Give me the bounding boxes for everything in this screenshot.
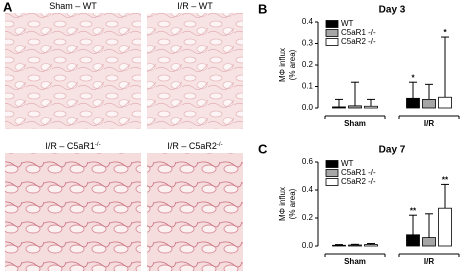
micrograph bbox=[147, 153, 243, 271]
legend-label: C5aR1 -/- bbox=[341, 28, 376, 37]
title-text: I/R – C5aR1 bbox=[45, 141, 95, 151]
y-tick-label: 0.1 bbox=[302, 82, 314, 91]
significance: ** bbox=[410, 206, 417, 215]
bar bbox=[422, 99, 436, 109]
panel-label: C bbox=[258, 141, 268, 156]
panel-label: B bbox=[258, 1, 267, 16]
x-tick-label: Sham bbox=[344, 119, 366, 128]
y-axis-label: MΦ influx bbox=[278, 187, 287, 221]
bar bbox=[422, 237, 436, 247]
legend-swatch bbox=[325, 178, 339, 186]
micrograph bbox=[5, 153, 141, 271]
image-title: I/R – WT bbox=[177, 1, 213, 11]
legend-label: WT bbox=[341, 19, 354, 28]
x-tick-label: Sham bbox=[344, 257, 366, 266]
bar bbox=[406, 97, 420, 109]
significance: * bbox=[443, 28, 447, 37]
significance: ** bbox=[442, 176, 449, 185]
superscript: -/- bbox=[95, 142, 101, 148]
legend-swatch bbox=[325, 29, 339, 37]
image-title: I/R – C5aR2-/- bbox=[167, 141, 222, 151]
micrograph bbox=[5, 13, 141, 129]
y-axis-label: MΦ influx bbox=[278, 48, 287, 82]
significance: * bbox=[411, 73, 415, 82]
superscript: -/- bbox=[217, 142, 223, 148]
panel-label: A bbox=[3, 0, 13, 14]
legend-swatch bbox=[325, 169, 339, 177]
y-tick-label: 0.0 bbox=[302, 241, 314, 250]
legend-swatch bbox=[325, 20, 339, 28]
bar bbox=[406, 234, 420, 247]
y-tick-label: 0.2 bbox=[302, 60, 314, 69]
x-tick-label: I/R bbox=[424, 119, 434, 128]
bar bbox=[332, 244, 346, 247]
legend-label: C5aR2 -/- bbox=[341, 177, 376, 186]
legend-label: C5aR2 -/- bbox=[341, 37, 376, 46]
y-tick-label: 0.4 bbox=[302, 17, 314, 26]
y-tick-label: 0.6 bbox=[302, 157, 314, 166]
bar bbox=[438, 96, 452, 109]
micrograph bbox=[147, 13, 243, 129]
y-tick-label: 0.2 bbox=[302, 213, 314, 222]
legend-label: WT bbox=[341, 159, 354, 168]
legend-swatch bbox=[325, 38, 339, 46]
title-text: I/R – WT bbox=[177, 1, 213, 11]
y-tick-label: 0.4 bbox=[302, 185, 314, 194]
y-axis-label: (% area) bbox=[288, 188, 297, 219]
y-axis-label: (% area) bbox=[288, 49, 297, 80]
bar bbox=[364, 244, 378, 247]
y-tick-label: 0.0 bbox=[302, 103, 314, 112]
bar bbox=[348, 105, 362, 109]
bar bbox=[348, 244, 362, 247]
x-tick-label: I/R bbox=[424, 257, 434, 266]
title-text: Sham – WT bbox=[49, 1, 97, 11]
bar bbox=[364, 105, 378, 109]
legend-label: C5aR1 -/- bbox=[341, 168, 376, 177]
image-title: Sham – WT bbox=[49, 1, 97, 11]
image-title: I/R – C5aR1-/- bbox=[45, 141, 100, 151]
bar bbox=[332, 106, 346, 109]
chart-title: Day 7 bbox=[379, 145, 406, 156]
title-text: I/R – C5aR2 bbox=[167, 141, 217, 151]
chart-title: Day 3 bbox=[379, 5, 406, 16]
y-tick-label: 0.3 bbox=[302, 39, 314, 48]
legend-swatch bbox=[325, 160, 339, 168]
bar bbox=[438, 207, 452, 247]
